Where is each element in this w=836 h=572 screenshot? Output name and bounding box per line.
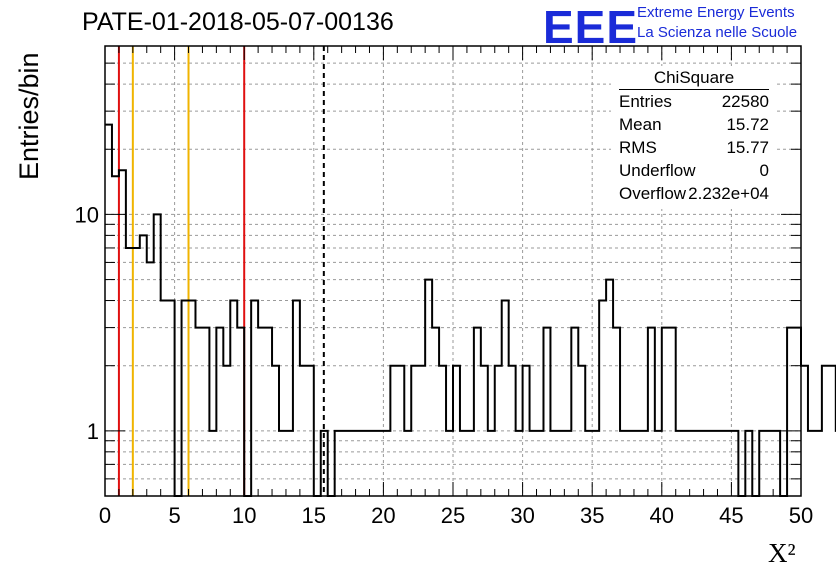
stats-value: 2.232e+04 bbox=[688, 184, 769, 203]
x-tick-label: 10 bbox=[232, 503, 256, 528]
eee-logo: EEE bbox=[543, 1, 639, 53]
stats-value: 22580 bbox=[721, 92, 769, 111]
x-tick-label: 35 bbox=[580, 503, 604, 528]
y-tick-label: 10 bbox=[75, 202, 99, 227]
stats-label: Underflow bbox=[619, 161, 696, 180]
x-tick-label: 50 bbox=[789, 503, 813, 528]
x-tick-label: 30 bbox=[510, 503, 534, 528]
x-tick-label: 25 bbox=[441, 503, 465, 528]
stats-row: Overflow 2.232e+04 bbox=[611, 182, 777, 205]
y-axis-label: Entries/bin bbox=[14, 52, 44, 180]
stats-row: RMS 15.77 bbox=[611, 136, 777, 159]
stats-value: 15.72 bbox=[726, 115, 769, 134]
x-tick-label: 45 bbox=[719, 503, 743, 528]
stats-label: Entries bbox=[619, 92, 672, 111]
stats-title: ChiSquare bbox=[619, 66, 769, 90]
logo-line-1: Extreme Energy Events bbox=[637, 4, 795, 21]
stats-row: Entries 22580 bbox=[611, 90, 777, 113]
x-tick-label: 0 bbox=[99, 503, 111, 528]
stats-row: Underflow 0 bbox=[611, 159, 777, 182]
logo-line-2: La Scienza nelle Scuole bbox=[637, 24, 798, 41]
x-axis-label: X² bbox=[768, 538, 796, 568]
stats-label: RMS bbox=[619, 138, 657, 157]
x-tick-label: 40 bbox=[650, 503, 674, 528]
stats-label: Mean bbox=[619, 115, 662, 134]
stats-row: Mean 15.72 bbox=[611, 113, 777, 136]
y-tick-label: 1 bbox=[87, 419, 99, 444]
x-tick-label: 15 bbox=[302, 503, 326, 528]
axis-ticks bbox=[104, 46, 802, 497]
chart-title: PATE-01-2018-05-07-00136 bbox=[82, 8, 394, 36]
stats-value: 15.77 bbox=[726, 138, 769, 157]
tick-labels: 0 5 10 15 20 25 30 35 40 45 50 1 10 bbox=[75, 202, 814, 528]
stats-label: Overflow bbox=[619, 184, 687, 203]
stats-box: ChiSquare Entries 22580 Mean 15.72 RMS 1… bbox=[611, 66, 777, 209]
stats-value: 0 bbox=[759, 161, 769, 180]
x-tick-label: 20 bbox=[371, 503, 395, 528]
histogram-series bbox=[105, 123, 836, 497]
x-tick-label: 5 bbox=[168, 503, 180, 528]
